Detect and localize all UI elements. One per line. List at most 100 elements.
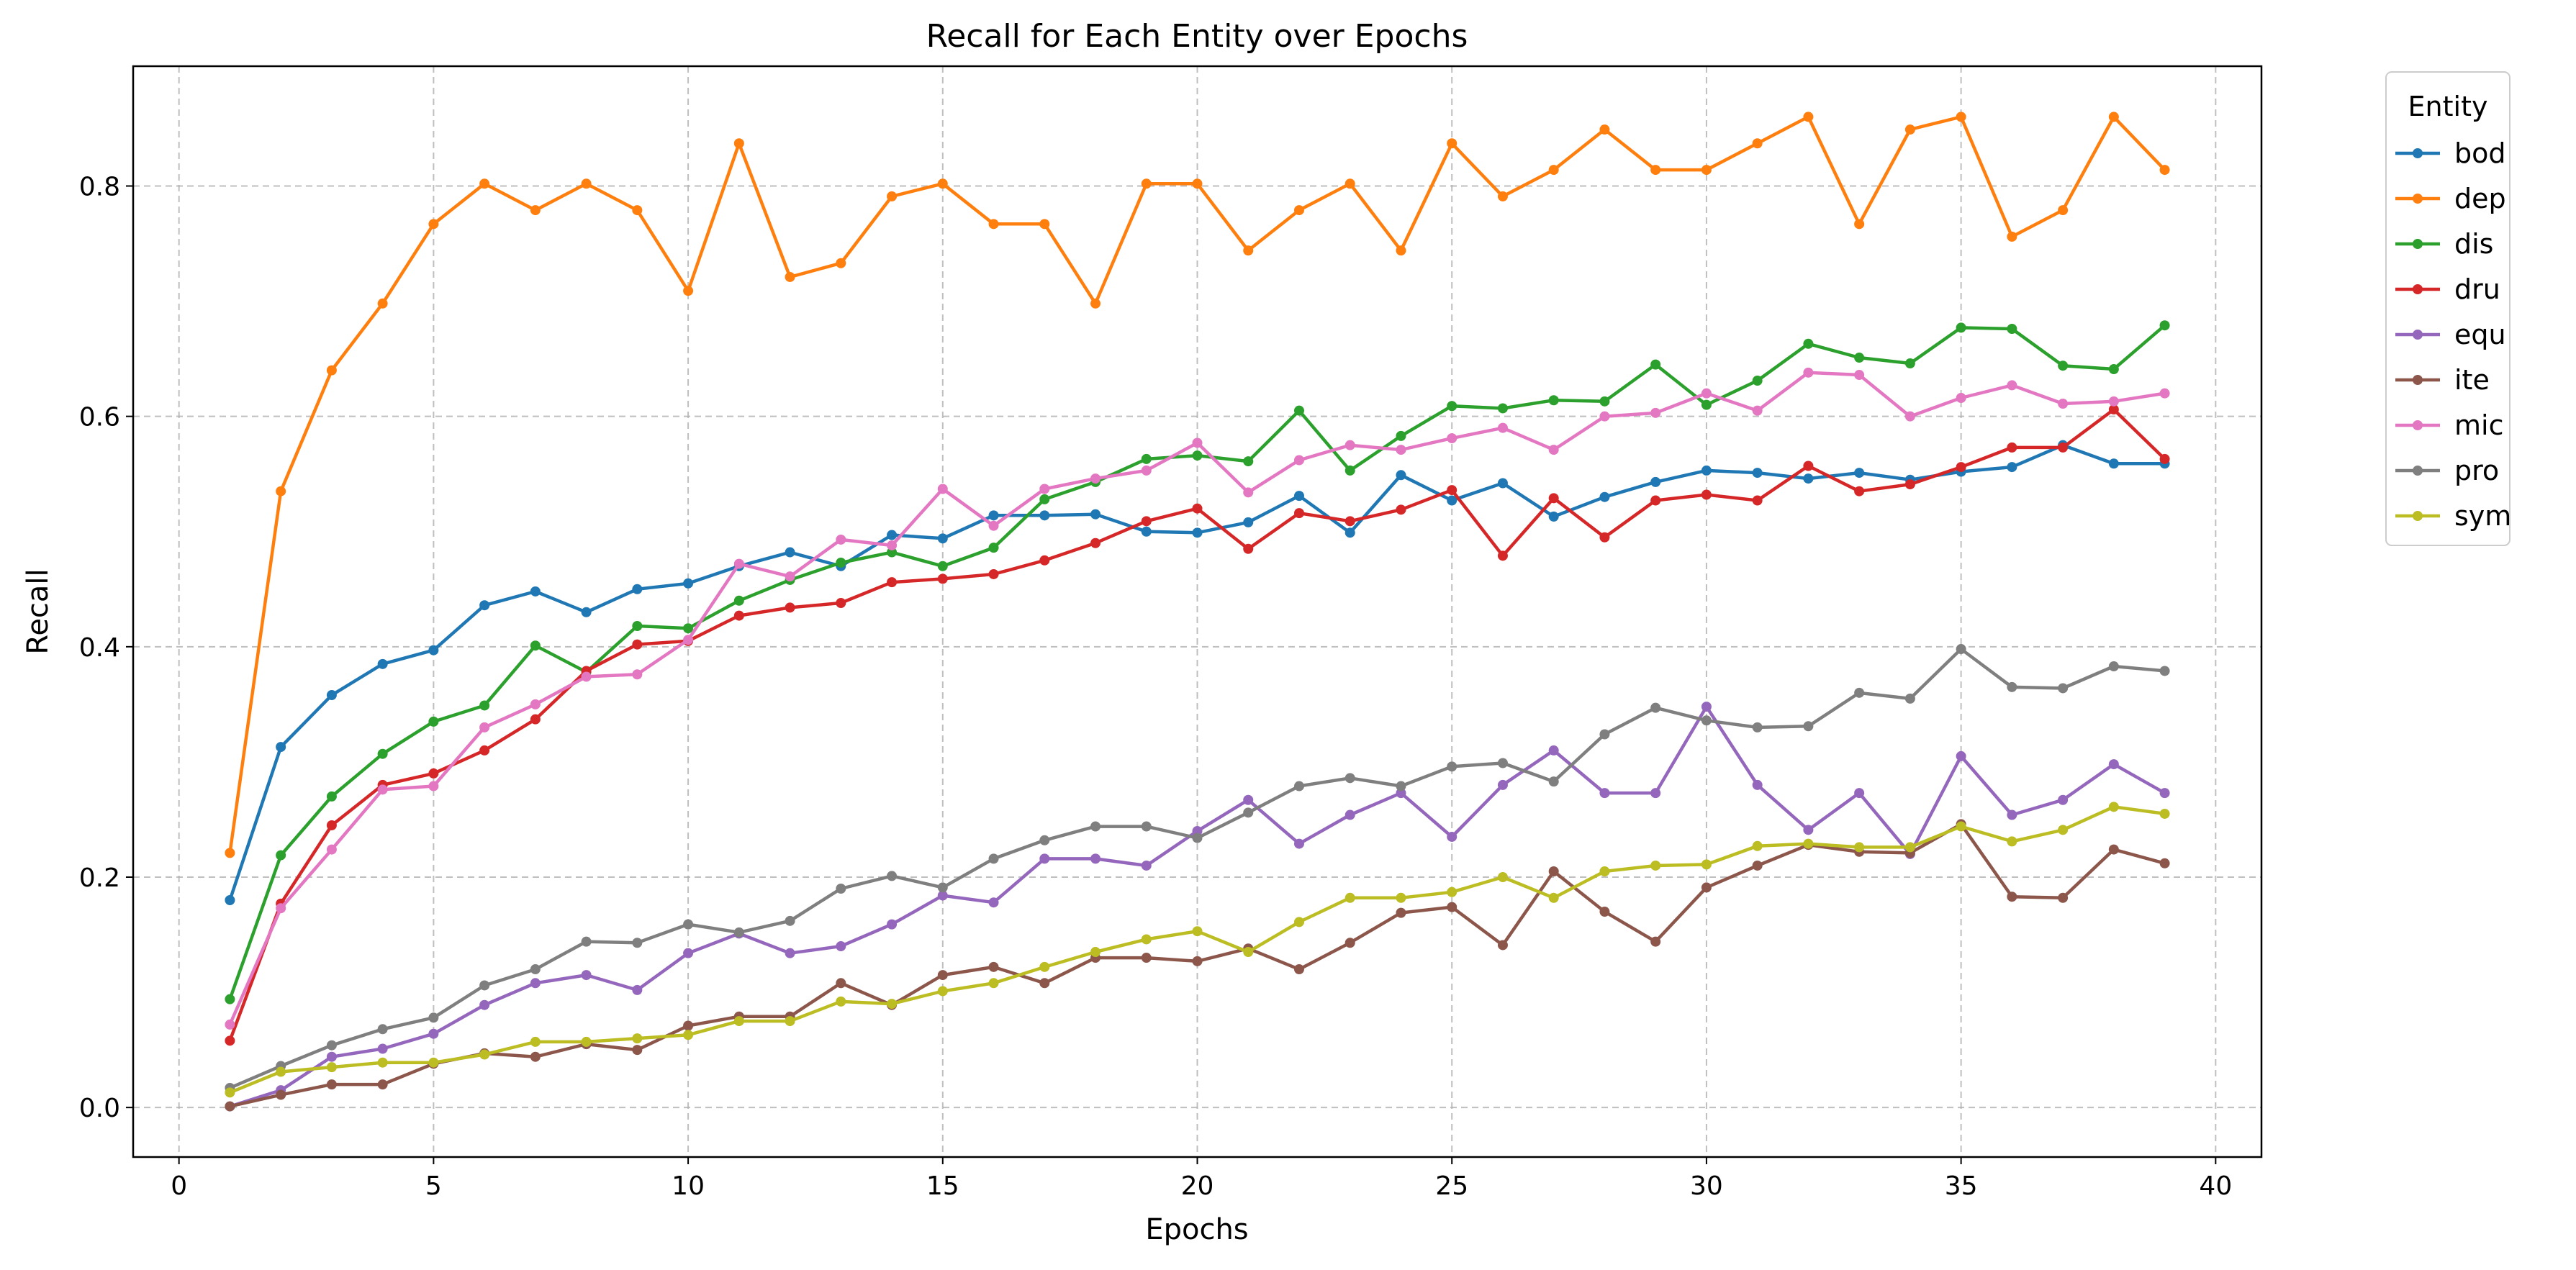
data-point-pro — [1039, 835, 1050, 845]
data-point-pro — [1854, 687, 1865, 698]
data-point-dis — [1650, 359, 1661, 370]
data-point-dep — [1599, 124, 1610, 135]
data-point-equ — [1192, 825, 1203, 836]
data-point-bod — [1548, 511, 1559, 522]
data-point-mic — [1854, 370, 1865, 381]
data-point-dru — [1803, 461, 1814, 471]
data-point-sym — [836, 996, 846, 1007]
legend-label: dis — [2454, 228, 2493, 260]
data-point-bod — [1447, 495, 1458, 506]
data-point-ite — [1599, 907, 1610, 917]
data-point-dep — [1956, 112, 1966, 122]
data-point-sym — [276, 1066, 286, 1077]
data-point-ite — [1497, 940, 1508, 951]
data-point-pro — [326, 1040, 337, 1051]
legend-entry-sym: sym — [2395, 500, 2511, 532]
data-point-equ — [1090, 853, 1101, 864]
data-point-dis — [2159, 320, 2170, 331]
data-point-equ — [1752, 779, 1763, 790]
data-point-bod — [377, 658, 388, 669]
data-point-sym — [1803, 838, 1814, 849]
data-point-equ — [2058, 794, 2069, 805]
data-point-dep — [632, 205, 643, 216]
data-point-mic — [1650, 407, 1661, 418]
data-point-mic — [1497, 422, 1508, 433]
data-point-sym — [530, 1036, 541, 1047]
data-point-bod — [1192, 527, 1203, 538]
data-point-dep — [785, 271, 795, 282]
data-point-ite — [2007, 892, 2017, 902]
legend-swatch-marker — [2413, 466, 2423, 476]
data-point-ite — [683, 1020, 694, 1031]
data-point-equ — [1650, 788, 1661, 799]
data-point-mic — [276, 903, 286, 914]
data-point-equ — [428, 1028, 439, 1039]
data-point-sym — [2159, 808, 2170, 819]
data-point-dru — [887, 577, 898, 588]
data-point-sym — [2058, 825, 2069, 835]
data-point-dru — [1090, 538, 1101, 548]
data-point-ite — [632, 1045, 643, 1056]
data-point-equ — [581, 970, 592, 981]
data-point-sym — [1599, 866, 1610, 876]
data-point-pro — [785, 915, 795, 926]
data-point-equ — [1039, 853, 1050, 864]
data-point-pro — [1293, 781, 1304, 792]
data-point-sym — [1752, 840, 1763, 851]
legend-swatch-marker — [2413, 284, 2423, 294]
data-point-pro — [1803, 721, 1814, 732]
data-point-bod — [1803, 473, 1814, 484]
data-point-mic — [836, 534, 846, 545]
data-point-equ — [1141, 860, 1152, 871]
data-point-dis — [683, 623, 694, 634]
data-point-bod — [785, 547, 795, 558]
data-point-pro — [1904, 693, 1915, 704]
data-point-dis — [1141, 453, 1152, 464]
data-point-mic — [581, 671, 592, 682]
data-point-mic — [937, 484, 948, 494]
data-point-bod — [1090, 509, 1101, 520]
data-point-dep — [1141, 178, 1152, 189]
data-point-bod — [937, 533, 948, 544]
data-point-bod — [1701, 465, 1712, 476]
data-point-bod — [632, 584, 643, 594]
data-point-sym — [377, 1057, 388, 1068]
data-point-dep — [479, 178, 490, 189]
data-point-dru — [1497, 550, 1508, 561]
data-point-dep — [1345, 178, 1355, 189]
legend-entry-equ: equ — [2395, 319, 2506, 350]
y-tick-label: 0.8 — [79, 172, 120, 201]
data-point-mic — [1701, 388, 1712, 399]
data-point-ite — [1701, 882, 1712, 893]
data-point-dis — [326, 791, 337, 802]
data-point-dru — [1345, 516, 1355, 527]
data-point-dep — [1650, 165, 1661, 176]
data-point-dru — [225, 1035, 235, 1046]
legend-swatch-marker — [2413, 148, 2423, 158]
data-point-bod — [276, 742, 286, 753]
data-point-pro — [479, 980, 490, 991]
data-point-bod — [479, 600, 490, 611]
data-point-sym — [785, 1016, 795, 1027]
data-point-equ — [937, 890, 948, 901]
data-point-pro — [1956, 644, 1966, 655]
data-point-sym — [326, 1062, 337, 1073]
data-point-dep — [1039, 219, 1050, 230]
data-point-dru — [1396, 504, 1406, 515]
data-point-pro — [733, 927, 744, 938]
data-point-sym — [1956, 821, 1966, 832]
data-point-dru — [1701, 489, 1712, 500]
data-point-dep — [1192, 178, 1203, 189]
data-point-equ — [1854, 788, 1865, 799]
data-point-dis — [428, 716, 439, 727]
data-point-equ — [326, 1051, 337, 1062]
data-point-mic — [988, 520, 999, 531]
series-equ — [225, 702, 2170, 1112]
data-point-dis — [1904, 358, 1915, 369]
legend-swatch-marker — [2413, 194, 2423, 204]
data-point-bod — [530, 586, 541, 597]
data-point-mic — [785, 571, 795, 582]
data-point-dep — [1396, 245, 1406, 256]
data-point-equ — [1447, 831, 1458, 842]
